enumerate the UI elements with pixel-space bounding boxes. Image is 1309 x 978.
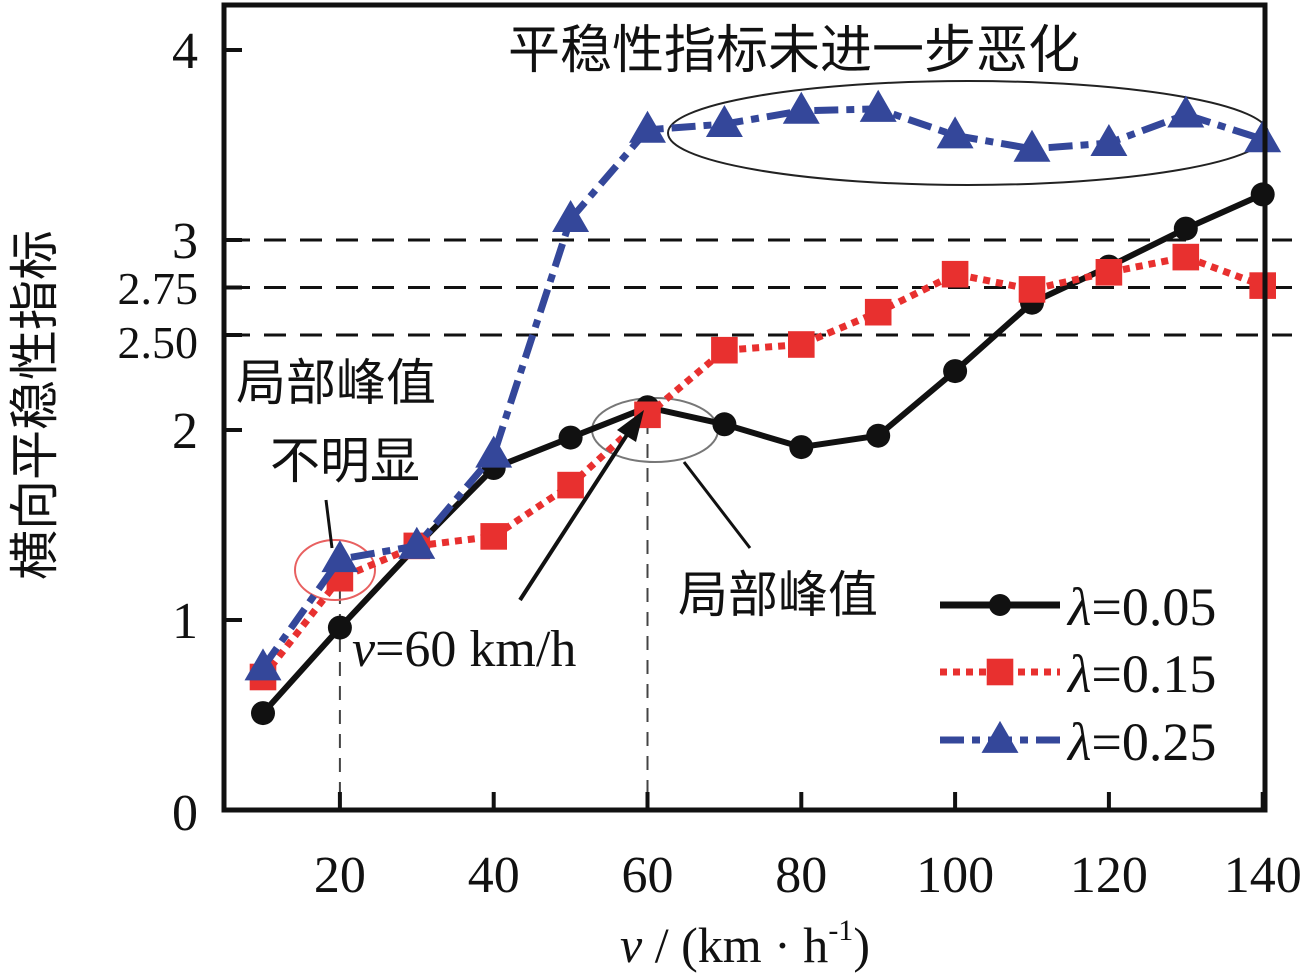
legend: λ=0.05λ=0.15λ=0.25 — [940, 577, 1216, 772]
triangle-marker — [1167, 95, 1205, 128]
plateau-ellipse — [667, 80, 1269, 186]
x-tick-label: 20 — [314, 847, 366, 904]
triangle-marker — [629, 110, 666, 143]
square-marker — [788, 331, 815, 358]
annotation-left-peak: 局部峰值 — [236, 354, 436, 412]
y-tick-label: 4 — [172, 23, 198, 80]
series-line — [260, 105, 1264, 670]
low-speed-ellipse — [294, 539, 376, 601]
x-axis-label: v / (km · h-1) — [620, 914, 870, 973]
square-marker — [1172, 243, 1200, 271]
x-ticks — [337, 792, 1265, 810]
circle-marker — [712, 412, 737, 437]
leader-line-left — [324, 499, 334, 549]
triangle-marker — [936, 116, 974, 149]
plot-frame — [221, 2, 1268, 813]
annotation-peak: 局部峰值 — [678, 566, 878, 624]
arrow-speed — [518, 422, 636, 602]
circle-marker — [251, 701, 275, 726]
leader-line-peak — [682, 461, 752, 549]
x-tick-label: 40 — [468, 847, 520, 904]
square-marker — [1095, 259, 1123, 286]
arrow-head-icon — [617, 410, 644, 442]
annotation-left-unclear: 不明显 — [270, 432, 420, 490]
square-marker — [480, 523, 507, 550]
square-marker — [986, 658, 1014, 686]
x-axis-label-sup: -1 — [828, 914, 853, 947]
triangle-marker — [859, 89, 897, 122]
y-tick-label: 2.50 — [118, 317, 199, 368]
legend-lambda: λ — [1066, 577, 1091, 637]
square-marker — [941, 260, 969, 288]
legend-value: =0.05 — [1091, 577, 1216, 637]
legend-label: λ=0.15 — [1066, 644, 1216, 704]
y-tick-label: 0 — [172, 785, 198, 842]
legend-lambda: λ — [1066, 712, 1091, 772]
y-ticks — [224, 48, 242, 812]
annotation-speed-var: v — [352, 621, 376, 678]
triangle-marker — [1090, 124, 1128, 157]
circle-marker — [943, 359, 968, 384]
x-tick-label: 80 — [775, 847, 827, 904]
x-tick-label: 120 — [1070, 847, 1148, 904]
legend-label: λ=0.25 — [1066, 712, 1216, 772]
triangle-marker — [981, 720, 1019, 753]
square-marker — [557, 471, 584, 499]
triangle-marker — [475, 435, 513, 468]
y-tick-labels: 4 3 2.75 2.50 2 1 0 — [118, 23, 199, 842]
x-axis-label-unit: / (km · h — [642, 917, 828, 973]
square-marker — [864, 298, 892, 326]
legend-value: =0.15 — [1091, 644, 1216, 704]
circle-marker — [1173, 216, 1198, 241]
legend-lambda: λ — [1066, 644, 1091, 704]
x-tick-label: 100 — [916, 847, 994, 904]
circle-marker — [789, 435, 814, 460]
circle-marker — [558, 425, 583, 450]
y-axis-label: 横向平稳性指标 — [6, 230, 64, 580]
circle-marker — [866, 423, 891, 448]
x-tick-label: 60 — [622, 847, 674, 904]
circle-marker — [327, 615, 352, 640]
triangle-marker — [1013, 129, 1051, 162]
legend-label: λ=0.05 — [1066, 577, 1216, 637]
y-tick-label: 2 — [172, 403, 198, 460]
x-tick-labels: 20 40 60 80 100 120 140 — [314, 847, 1302, 904]
x-axis-label-var: v — [620, 917, 643, 973]
legend-value: =0.25 — [1091, 712, 1216, 772]
triangle-marker — [552, 200, 590, 233]
x-tick-label: 140 — [1224, 847, 1302, 904]
triangle-marker — [398, 526, 436, 559]
series-layer — [244, 89, 1282, 726]
triangle-marker — [244, 648, 282, 681]
x-axis-label-close: ) — [853, 917, 870, 973]
annotation-speed: v=60 km/h — [352, 621, 576, 678]
annotation-plateau: 平稳性指标未进一步恶化 — [508, 21, 1080, 81]
square-marker — [711, 336, 738, 364]
y-tick-label: 3 — [172, 213, 198, 270]
y-tick-label: 2.75 — [118, 263, 199, 314]
triangle-marker — [321, 540, 359, 573]
circle-marker — [989, 594, 1011, 616]
series-triangle — [244, 89, 1282, 681]
triangle-marker — [705, 105, 743, 138]
triangle-marker — [782, 91, 820, 124]
y-tick-label: 1 — [172, 593, 198, 650]
annotation-speed-value: =60 km/h — [375, 621, 576, 678]
square-marker — [1018, 276, 1046, 303]
